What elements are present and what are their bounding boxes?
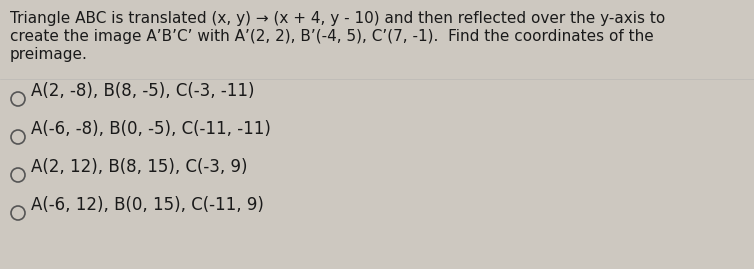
Text: Triangle ABC is translated (x, y) → (x + 4, y - 10) and then reflected over the : Triangle ABC is translated (x, y) → (x +… xyxy=(10,11,665,26)
Text: create the image A’B’C’ with A’(2, 2), B’(-4, 5), C’(7, -1).  Find the coordinat: create the image A’B’C’ with A’(2, 2), B… xyxy=(10,29,654,44)
Text: A(-6, -8), B(0, -5), C(-11, -11): A(-6, -8), B(0, -5), C(-11, -11) xyxy=(31,120,271,138)
Text: A(-6, 12), B(0, 15), C(-11, 9): A(-6, 12), B(0, 15), C(-11, 9) xyxy=(31,196,264,214)
Text: preimage.: preimage. xyxy=(10,47,88,62)
Text: A(2, -8), B(8, -5), C(-3, -11): A(2, -8), B(8, -5), C(-3, -11) xyxy=(31,82,255,100)
Text: A(2, 12), B(8, 15), C(-3, 9): A(2, 12), B(8, 15), C(-3, 9) xyxy=(31,158,247,176)
